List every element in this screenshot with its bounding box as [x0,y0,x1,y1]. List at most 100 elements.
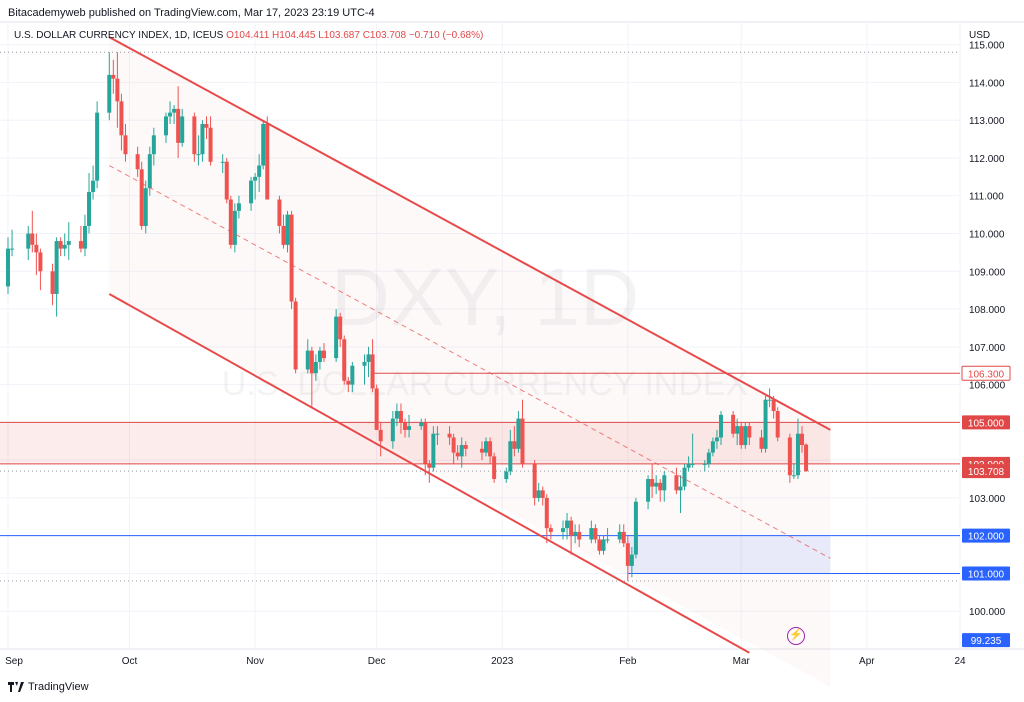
candle-body [6,248,10,287]
candle-body [289,214,294,302]
candle-body [504,471,509,480]
candle-body [548,528,553,532]
candle-body [516,418,521,449]
price-zone [627,535,831,574]
candle-body [479,448,484,453]
candle-body [451,437,456,453]
footer-branding[interactable]: TradingView [8,681,89,693]
candle-body [512,441,517,449]
time-tick-label: 24 [954,656,966,667]
price-change: −0.710 (−0.68%) [408,30,484,41]
candle-body [787,437,792,476]
price-tick-label: 113.000 [969,116,1005,127]
candle-body [597,539,602,551]
price-tick-label: 100.000 [969,607,1006,618]
price-badge-label: 99.235 [971,636,1002,647]
candle-body [151,135,156,155]
candle-body [26,233,31,249]
candle-body [759,437,764,449]
lightning-icon[interactable]: ⚡ [787,627,805,645]
symbol-ohlc-line[interactable]: U.S. DOLLAR CURRENCY INDEX, 1D, ICEUS O1… [14,30,483,41]
candle-body [605,539,610,541]
candle-body [706,452,711,464]
candle-body [34,244,39,253]
candle-body [224,161,229,200]
candle-body [710,441,715,453]
candle-body [253,176,258,181]
candle-body [139,169,144,226]
candle-body [621,531,626,544]
candle-body [771,399,776,412]
candle-body [775,411,780,438]
candle-body [398,411,403,423]
time-tick-label: Feb [619,656,637,667]
candle-body [62,244,67,249]
time-tick-label: Mar [733,656,751,667]
published-by-text: Bitacademyweb published on TradingView.c… [8,7,375,19]
candle-body [228,199,233,245]
candle-body [601,539,606,551]
candle-body [54,241,59,294]
candle-body [791,475,796,477]
candle-body [743,426,748,446]
time-tick-label: Nov [246,656,264,667]
candle-body [678,486,683,491]
candle-body [682,467,687,487]
candle-body [593,528,598,540]
price-badge-label: 105.000 [968,418,1005,429]
candle-body [66,241,71,245]
channel-upper-line [108,36,831,431]
candle-body [423,422,428,464]
price-tick-label: 108.000 [969,305,1006,316]
price-badge-label: 102.000 [968,532,1005,543]
candle-body [220,161,225,163]
candle-body [577,531,582,540]
price-tick-label: 106.000 [969,381,1006,392]
candle-body [718,414,723,438]
candle-body [686,463,691,468]
candle-body [795,433,800,476]
candle-body [463,445,468,449]
currency-label[interactable]: USD [969,30,991,41]
candle-body [176,108,181,143]
candle-body [569,520,574,536]
candle-body [403,422,408,430]
candle-body [123,135,128,155]
price-tick-label: 111.000 [969,192,1004,203]
candle-body [30,233,35,245]
candle-body [342,339,347,381]
price-badge [962,415,1010,430]
candle-body [629,554,634,566]
candle-body [739,426,744,446]
price-tick-label: 107.000 [969,343,1006,354]
candle-body [192,116,197,155]
price-badge [962,528,1010,543]
price-badge [962,464,1010,479]
watermark-symbol: DXY, 1D [331,252,639,343]
candle-body [10,248,15,250]
candle-body [625,543,630,566]
candle-body [532,463,537,498]
candle-body [435,433,440,435]
ohlc-values: O104.411 H104.445 L103.687 C103.708 [226,30,407,41]
candle-body [654,482,659,487]
candle-body [261,123,266,166]
price-badge [962,566,1010,581]
candle-body [394,411,399,419]
price-tick-label: 114.000 [969,78,1005,89]
candle-body [690,463,695,465]
candle-body [334,316,339,359]
candles-group [6,52,809,582]
candle-body [208,127,213,162]
candle-body [508,441,513,472]
price-tick-label: 115.000 [969,41,1005,52]
symbol-title[interactable]: U.S. DOLLAR CURRENCY INDEX, 1D, ICEUS [14,30,224,41]
candle-body [658,482,663,491]
brand-label: TradingView [28,681,89,693]
candle-body [317,350,322,362]
candle-body [285,214,290,245]
candle-body [305,350,310,370]
candle-body [265,123,270,200]
